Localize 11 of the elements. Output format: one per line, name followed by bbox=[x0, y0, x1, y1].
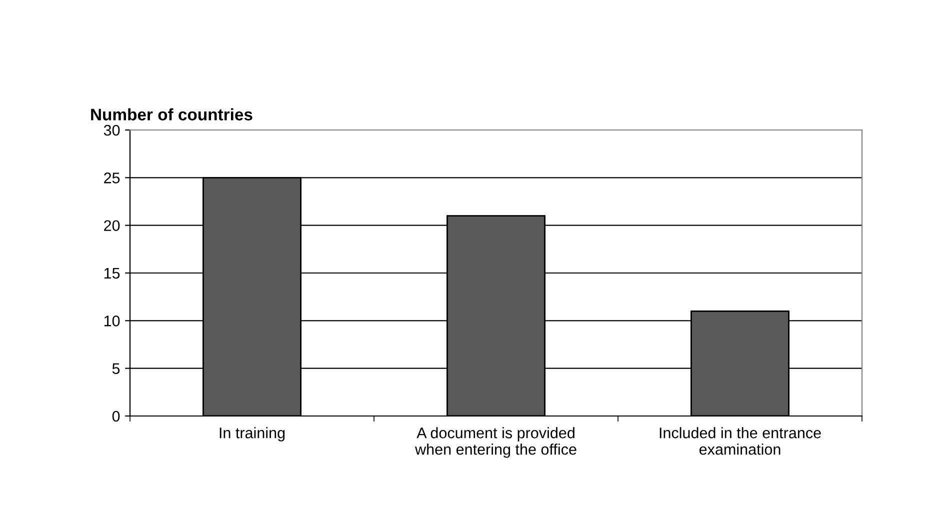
y-tick-label: 30 bbox=[104, 124, 120, 136]
x-tick-label: Included in the entrance examination bbox=[660, 427, 821, 455]
chart-title: Number of countries bbox=[91, 108, 252, 120]
y-tick-label: 25 bbox=[104, 172, 120, 184]
y-tick-label: 0 bbox=[112, 410, 120, 422]
y-tick-label: 15 bbox=[104, 268, 120, 279]
y-tick-label: 20 bbox=[104, 220, 120, 232]
x-tick-label: In training bbox=[220, 427, 285, 442]
x-tick-label: A document is provided when entering the office bbox=[415, 427, 576, 458]
y-tick-label: 5 bbox=[112, 363, 120, 374]
y-tick-label: 10 bbox=[104, 316, 120, 326]
